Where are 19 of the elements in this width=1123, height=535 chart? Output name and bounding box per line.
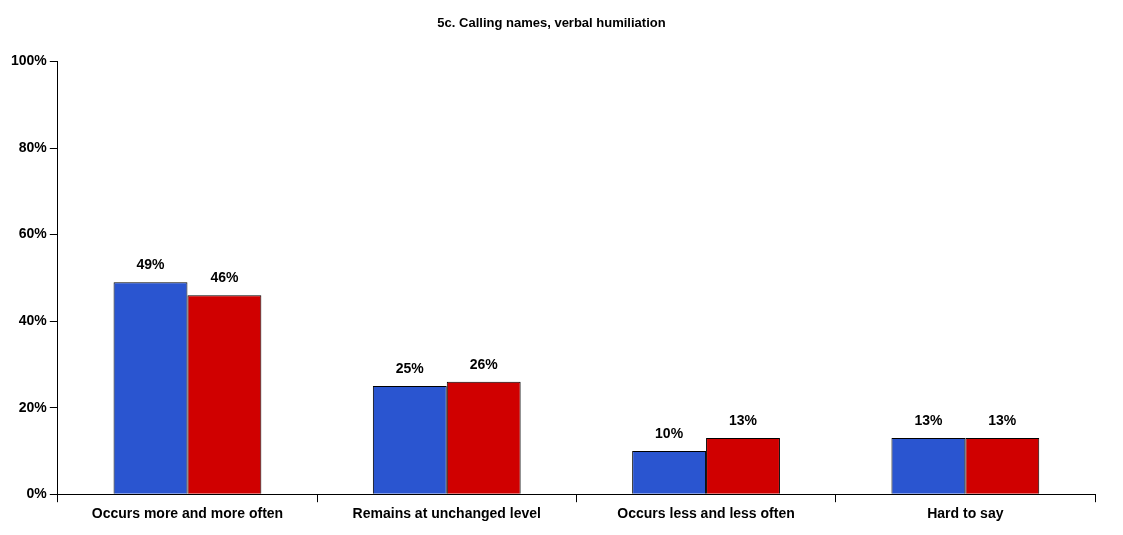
x-tick-label: Occurs less and less often [617,505,795,522]
y-tick-label: 60% [18,225,48,242]
data-label: 13% [728,411,758,428]
y-tick-label: 100% [10,52,48,69]
data-label: 49% [136,256,166,273]
x-tick-label: Hard to say [927,505,1004,522]
y-tick-label: 0% [26,485,48,502]
y-tick-label: 20% [18,398,48,415]
data-label: 25% [395,359,425,376]
x-tick-label: Remains at unchanged level [352,505,541,522]
chart-title: 5c. Calling names, verbal humiliation [437,15,666,31]
y-tick-label: 80% [18,138,48,155]
data-label: 13% [914,411,943,428]
x-tick-label: Occurs more and more often [91,505,284,522]
data-label: 10% [655,424,684,441]
data-label: 26% [469,355,499,372]
y-tick-label: 40% [18,312,48,329]
data-label: 13% [988,411,1017,428]
data-label: 46% [210,269,239,286]
